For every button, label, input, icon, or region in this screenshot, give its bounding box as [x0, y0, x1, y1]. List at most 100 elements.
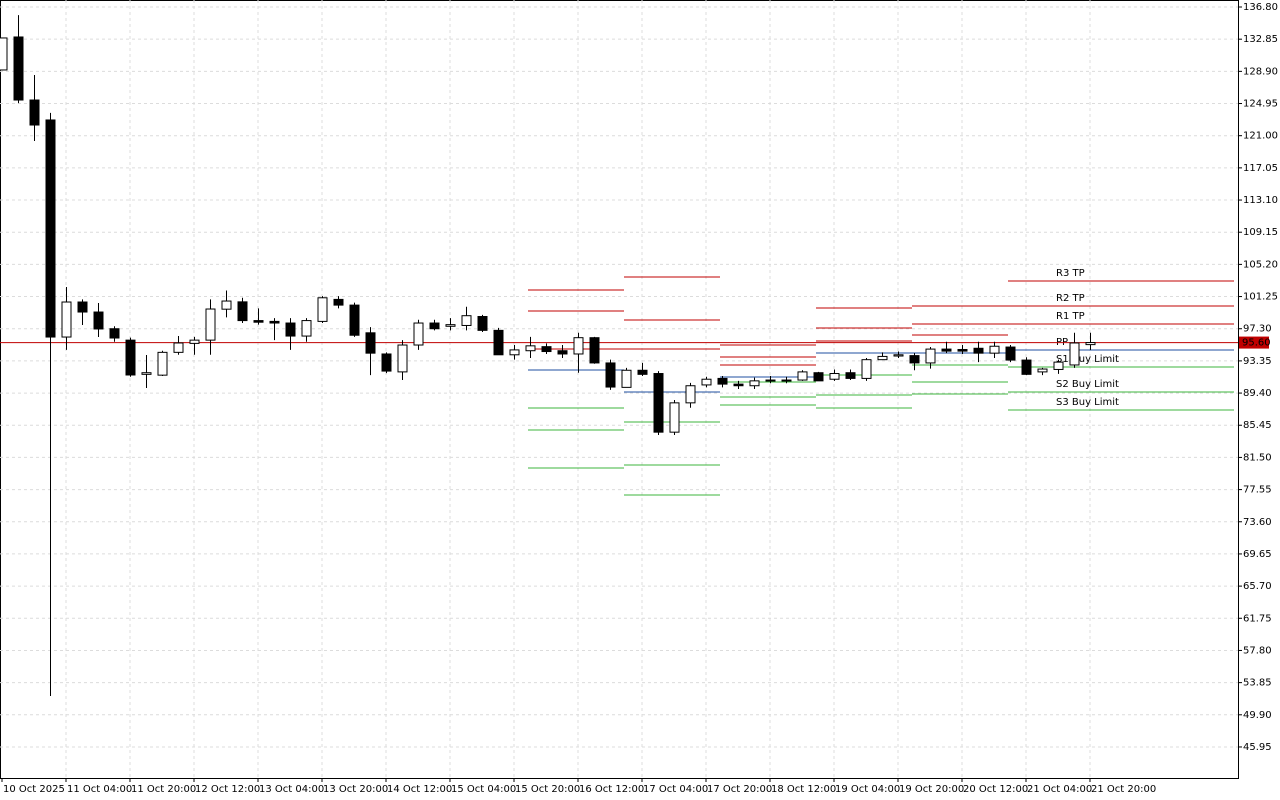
candle-body: [13, 36, 24, 101]
candle-body: [445, 324, 456, 327]
candle-body: [269, 320, 280, 324]
pivot-label: S2 Buy Limit: [1056, 379, 1119, 390]
candle-body: [669, 402, 680, 433]
candle-body: [1021, 359, 1032, 375]
y-tick-label: 85.45: [1243, 420, 1272, 431]
candle-body: [637, 369, 648, 375]
x-tick-label: 10 Oct 2025: [3, 784, 65, 795]
candle-body: [685, 385, 696, 404]
candle-body: [1005, 346, 1016, 361]
candle-body: [397, 344, 408, 373]
candle-body: [29, 99, 40, 126]
y-tick-label: 109.15: [1243, 227, 1278, 238]
candle-body: [237, 301, 248, 322]
candle-body: [829, 373, 840, 380]
y-tick-label: 49.90: [1243, 710, 1272, 721]
candle-body: [509, 349, 520, 356]
pivot-label: R3 TP: [1056, 268, 1085, 279]
candle-body: [1069, 342, 1080, 366]
candle-body: [941, 348, 952, 352]
candle-body: [877, 355, 888, 361]
candle-body: [45, 119, 56, 338]
candle-body: [125, 339, 136, 376]
candle-body: [589, 337, 600, 364]
candle-body: [749, 380, 760, 387]
pivot-label: S1 Buy Limit: [1056, 354, 1119, 365]
x-tick-label: 13 Oct 20:00: [323, 784, 388, 795]
x-tick-label: 12 Oct 12:00: [195, 784, 260, 795]
candle-body: [333, 298, 344, 306]
candle-body: [573, 337, 584, 355]
x-tick-label: 20 Oct 12:00: [963, 784, 1028, 795]
x-tick-label: 15 Oct 20:00: [515, 784, 580, 795]
candle-body: [349, 304, 360, 336]
candle-body: [1053, 361, 1064, 370]
candle-body: [717, 377, 728, 385]
y-tick-label: 45.95: [1243, 742, 1272, 753]
candle-body: [93, 311, 104, 330]
candle-body: [845, 372, 856, 379]
x-tick-label: 21 Oct 04:00: [1027, 784, 1092, 795]
candle-body: [541, 346, 552, 353]
y-tick-label: 97.30: [1243, 324, 1272, 335]
y-tick-label: 101.25: [1243, 292, 1278, 303]
candle-body: [253, 320, 264, 323]
x-tick-label: 14 Oct 12:00: [387, 784, 452, 795]
x-tick-label: 11 Oct 20:00: [131, 784, 196, 795]
candle-body: [1037, 368, 1048, 373]
candle-body: [605, 362, 616, 388]
candle-body: [557, 350, 568, 355]
grid: [0, 0, 1238, 778]
candle-body: [461, 315, 472, 326]
candle-body: [477, 316, 488, 331]
y-tick-label: 65.70: [1243, 581, 1272, 592]
candle-body: [365, 332, 376, 354]
y-tick-label: 61.75: [1243, 613, 1272, 624]
x-tick-label: 17 Oct 04:00: [643, 784, 708, 795]
y-tick-label: 128.90: [1243, 66, 1278, 77]
pivot-label: R1 TP: [1056, 311, 1085, 322]
x-tick-label: 17 Oct 20:00: [707, 784, 772, 795]
candle-body: [957, 348, 968, 352]
x-tick-label: 21 Oct 20:00: [1091, 784, 1156, 795]
candle-body: [157, 351, 168, 376]
candle-body: [973, 347, 984, 354]
candle-body: [893, 354, 904, 357]
x-tick-label: 19 Oct 04:00: [835, 784, 900, 795]
candle-body: [221, 300, 232, 310]
candle-body: [765, 379, 776, 382]
candle-body: [781, 379, 792, 382]
candle-body: [285, 322, 296, 337]
candle-body: [621, 369, 632, 388]
y-tick-label: 136.80: [1243, 2, 1278, 13]
candle-body: [525, 345, 536, 352]
pivot-label: S3 Buy Limit: [1056, 397, 1119, 408]
y-tick-label: 73.60: [1243, 517, 1272, 528]
candle-body: [1085, 342, 1096, 346]
y-tick-label: 117.05: [1243, 163, 1278, 174]
x-tick-label: 16 Oct 12:00: [579, 784, 644, 795]
candle-body: [701, 378, 712, 386]
candle-body: [413, 322, 424, 346]
candle-body: [909, 355, 920, 364]
candle-body: [141, 372, 152, 375]
candle-body: [189, 339, 200, 344]
candle-body: [989, 345, 1000, 354]
candle-body: [813, 372, 824, 382]
candle-body: [205, 308, 216, 341]
candle-body: [925, 348, 936, 364]
candle-body: [0, 37, 8, 71]
y-tick-label: 77.55: [1243, 485, 1272, 496]
candle-body: [797, 371, 808, 381]
candle-body: [381, 353, 392, 372]
y-tick-label: 53.85: [1243, 678, 1272, 689]
y-tick-label: 81.50: [1243, 452, 1272, 463]
y-tick-label: 121.00: [1243, 131, 1278, 142]
y-tick-label: 89.40: [1243, 388, 1272, 399]
x-tick-label: 13 Oct 04:00: [259, 784, 324, 795]
candle-body: [653, 373, 664, 433]
plot-frame: [0, 0, 1239, 779]
y-tick-label: 57.80: [1243, 645, 1272, 656]
